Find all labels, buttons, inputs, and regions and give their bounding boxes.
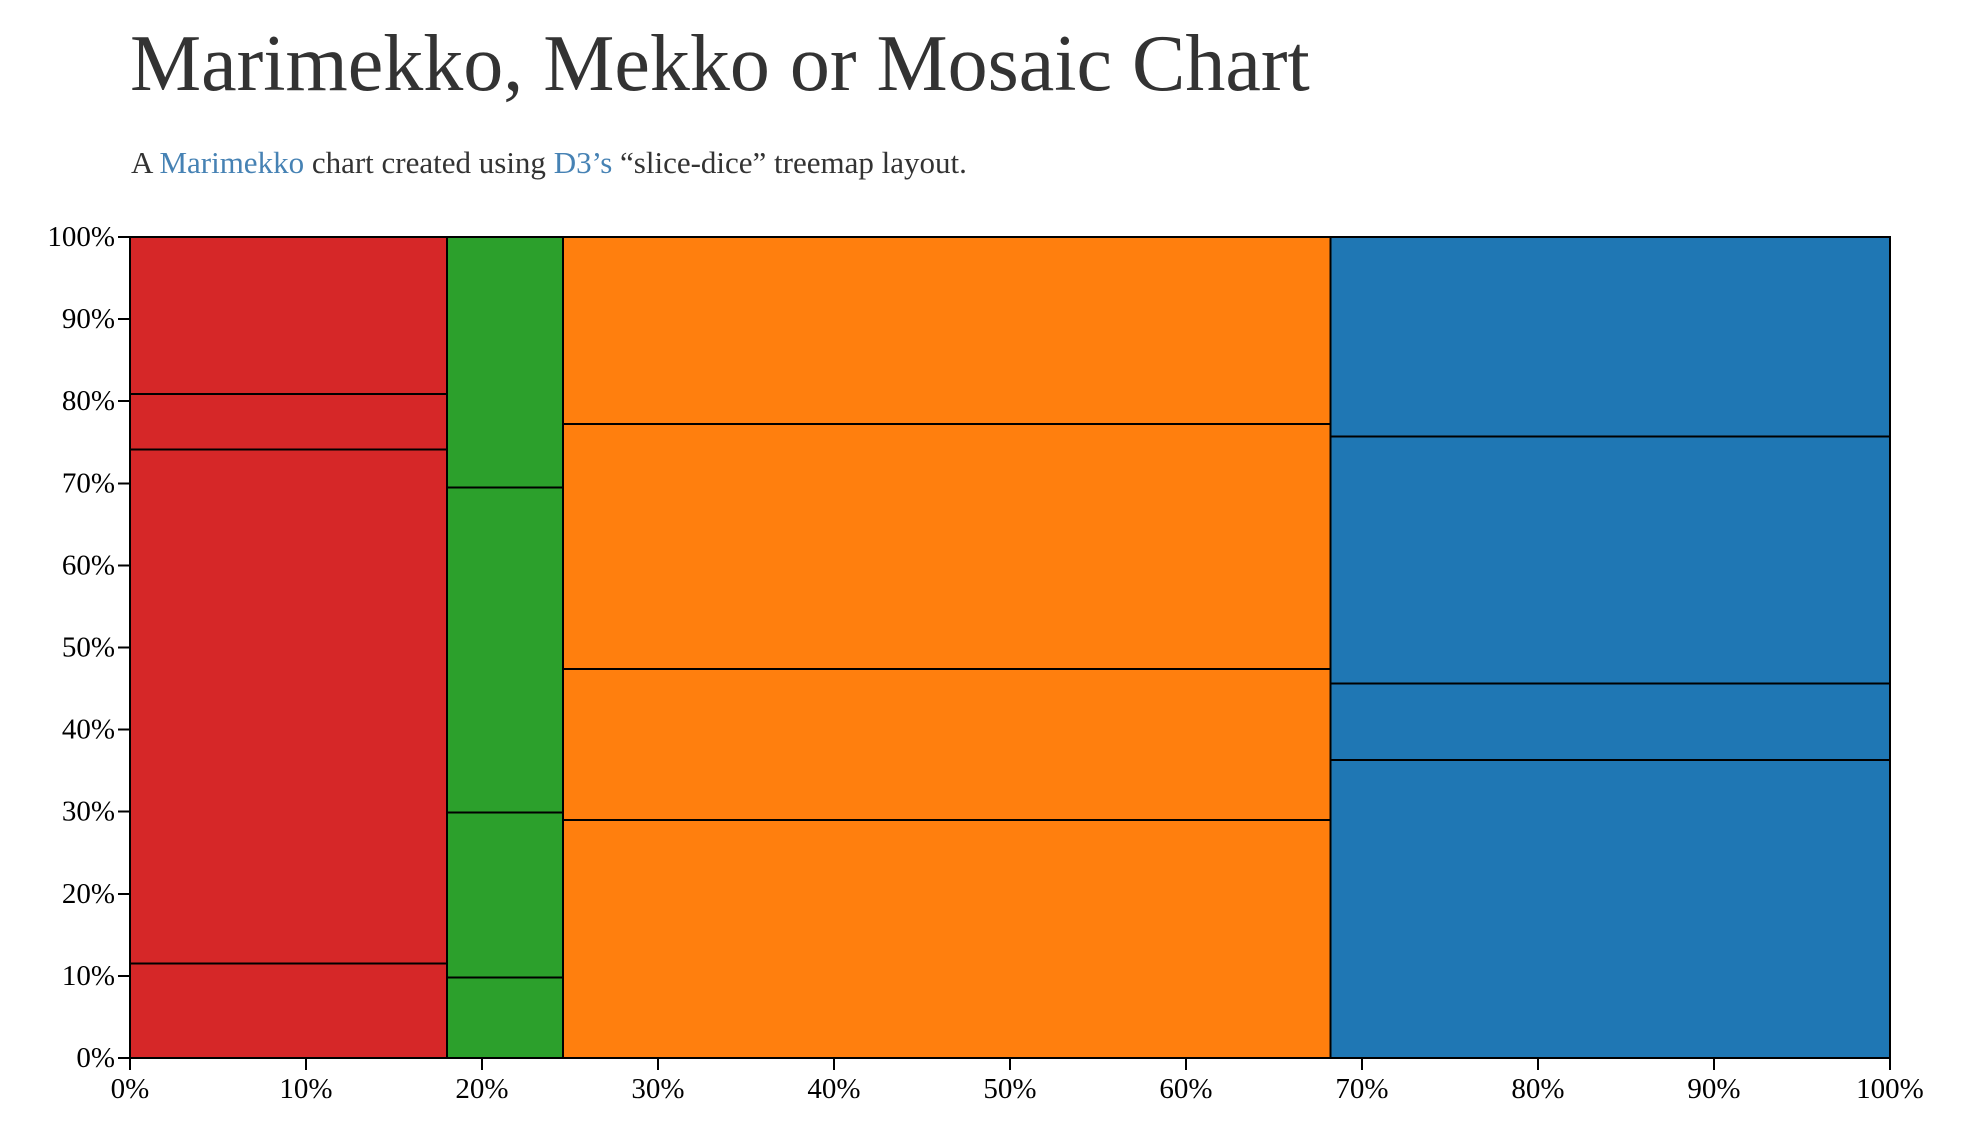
mosaic-cell-3-3[interactable] xyxy=(561,423,1332,670)
mosaic-cell-2-2[interactable] xyxy=(445,811,564,979)
mosaic-column-3 xyxy=(561,236,1332,1059)
mosaic-column-4 xyxy=(1329,236,1891,1059)
mosaic-cell-2-1[interactable] xyxy=(445,976,564,1059)
mosaic-cell-3-2[interactable] xyxy=(561,667,1332,821)
y-tick-label: 60% xyxy=(62,549,115,581)
y-tick-label: 40% xyxy=(62,714,115,746)
mosaic-cell-3-1[interactable] xyxy=(561,818,1332,1059)
y-axis: 0% 10% 20% 30% 40% 50% 60% 70% 80% 90% 100% xyxy=(47,221,131,1074)
x-tick-label: 10% xyxy=(279,1073,332,1105)
y-tick-label: 100% xyxy=(47,221,115,253)
subtitle-middle: chart created using xyxy=(304,145,554,180)
mosaic-cell-4-4[interactable] xyxy=(1329,236,1891,438)
x-tick-label: 100% xyxy=(1856,1073,1924,1105)
x-tick-label: 20% xyxy=(455,1073,508,1105)
mosaic-cell-2-3[interactable] xyxy=(445,486,564,814)
x-axis: 0% 10% 20% 30% 40% 50% 60% 70% 80% 90% 100% xyxy=(111,1057,1924,1105)
page-title: Marimekko, Mekko or Mosaic Chart xyxy=(130,20,1310,108)
y-tick-label: 10% xyxy=(62,960,115,992)
d3-link[interactable]: D3’s xyxy=(553,145,613,180)
x-tick-label: 80% xyxy=(1511,1073,1564,1105)
y-tick-label: 70% xyxy=(62,467,115,499)
y-tick-label: 50% xyxy=(62,632,115,664)
mosaic-cell-1-4[interactable] xyxy=(129,236,448,395)
mosaic-cell-4-1[interactable] xyxy=(1329,758,1891,1059)
x-tick-label: 70% xyxy=(1335,1073,1388,1105)
mosaic-cell-3-4[interactable] xyxy=(561,236,1332,426)
x-tick-label: 0% xyxy=(111,1073,150,1105)
y-tick-label: 90% xyxy=(62,303,115,335)
mosaic-column-2 xyxy=(445,236,564,1059)
y-tick-label: 0% xyxy=(76,1042,115,1074)
mosaic-cell-2-4[interactable] xyxy=(445,236,564,489)
mosaic-cell-4-2[interactable] xyxy=(1329,682,1891,761)
mosaic-cell-1-2[interactable] xyxy=(129,448,448,965)
mosaic-cell-1-3[interactable] xyxy=(129,392,448,451)
x-tick-label: 90% xyxy=(1687,1073,1740,1105)
marimekko-link[interactable]: Marimekko xyxy=(159,145,305,180)
y-tick-label: 80% xyxy=(62,385,115,417)
subtitle-suffix: “slice-dice” treemap layout. xyxy=(612,145,967,180)
y-tick-label: 20% xyxy=(62,878,115,910)
mosaic-cell-4-3[interactable] xyxy=(1329,435,1891,685)
x-tick-label: 60% xyxy=(1159,1073,1212,1105)
page-subtitle: A Marimekko chart created using D3’s “sl… xyxy=(131,143,967,183)
x-tick-label: 30% xyxy=(631,1073,684,1105)
mosaic-cells xyxy=(129,236,1891,1060)
x-tick-label: 40% xyxy=(807,1073,860,1105)
mosaic-cell-1-1[interactable] xyxy=(129,962,448,1060)
y-tick-label: 30% xyxy=(62,796,115,828)
subtitle-prefix: A xyxy=(131,145,160,180)
x-tick-label: 50% xyxy=(983,1073,1036,1105)
mosaic-column-1 xyxy=(129,236,448,1060)
